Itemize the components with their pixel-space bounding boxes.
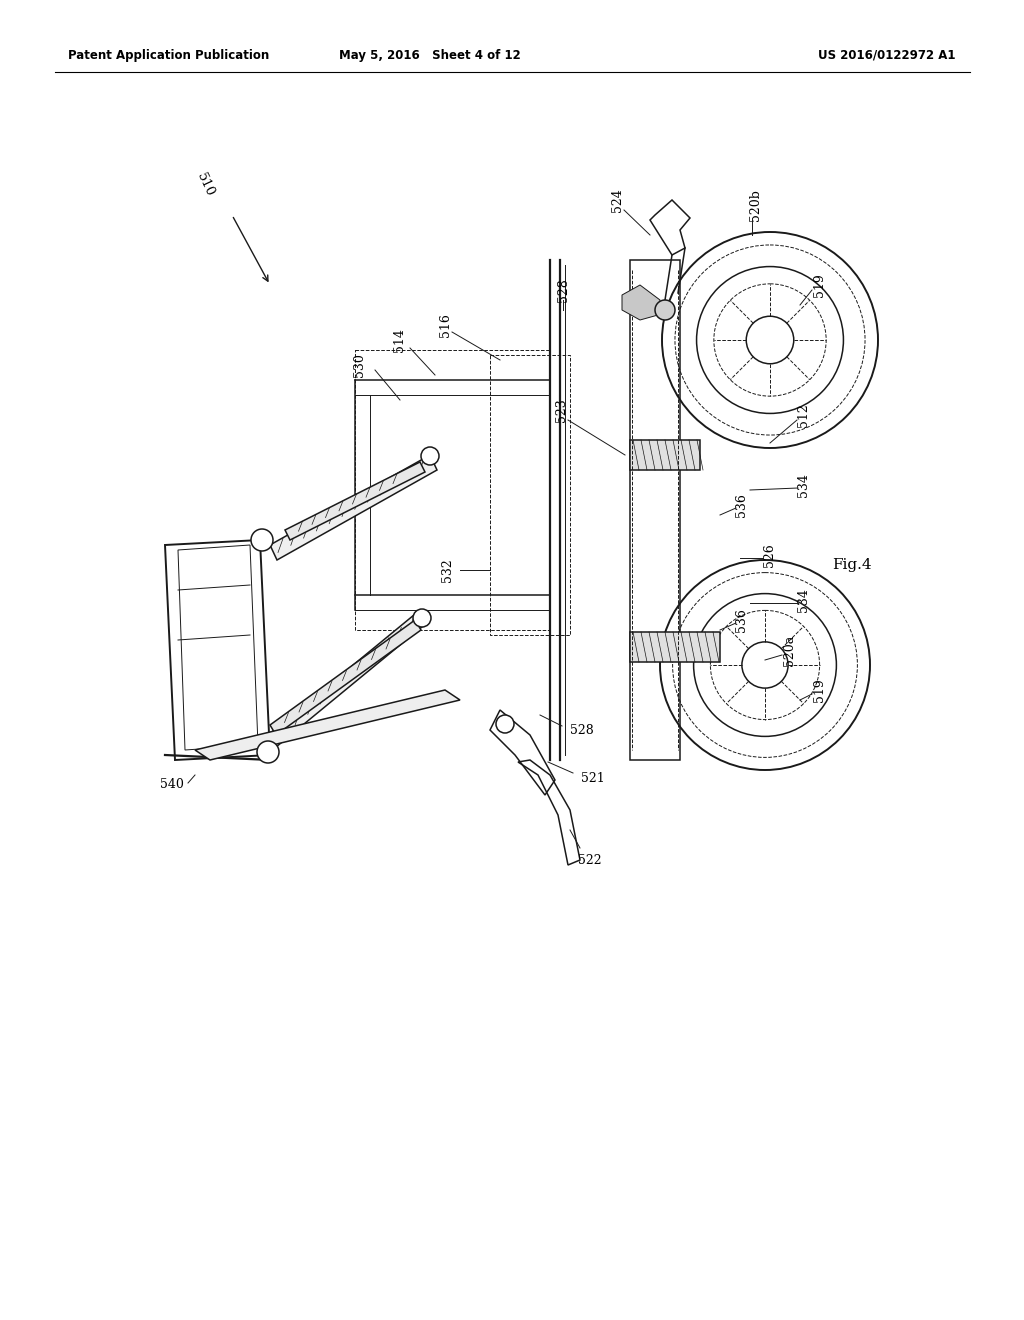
Bar [490, 355, 570, 635]
Text: 521: 521 [582, 771, 605, 784]
Text: 522: 522 [579, 854, 602, 866]
Text: 520b: 520b [750, 189, 763, 220]
Text: 532: 532 [440, 558, 454, 582]
Bar [355, 350, 550, 630]
Text: 526: 526 [763, 543, 775, 566]
Text: US 2016/0122972 A1: US 2016/0122972 A1 [817, 49, 955, 62]
Polygon shape [630, 440, 700, 470]
Polygon shape [622, 285, 660, 319]
Circle shape [496, 715, 514, 733]
Circle shape [257, 741, 279, 763]
Text: May 5, 2016   Sheet 4 of 12: May 5, 2016 Sheet 4 of 12 [339, 49, 521, 62]
Circle shape [421, 447, 439, 465]
Text: 534: 534 [798, 589, 811, 612]
Text: 536: 536 [735, 494, 749, 517]
Polygon shape [285, 462, 425, 540]
Polygon shape [270, 620, 421, 735]
Text: 524: 524 [611, 189, 625, 213]
Text: 536: 536 [735, 609, 749, 632]
Polygon shape [630, 632, 720, 663]
Text: 519: 519 [813, 678, 826, 702]
Text: 510: 510 [194, 170, 216, 199]
Text: 512: 512 [798, 403, 811, 426]
Text: Patent Application Publication: Patent Application Publication [68, 49, 269, 62]
Text: 514: 514 [393, 329, 407, 352]
Text: Fig.4: Fig.4 [833, 558, 871, 572]
Polygon shape [270, 455, 437, 560]
Text: 540: 540 [160, 779, 184, 792]
Text: 528: 528 [570, 723, 594, 737]
Polygon shape [262, 610, 428, 752]
Polygon shape [195, 690, 460, 760]
Text: 520a: 520a [783, 635, 797, 665]
Circle shape [413, 609, 431, 627]
Text: 523: 523 [555, 399, 568, 422]
Text: 534: 534 [798, 473, 811, 496]
Circle shape [655, 300, 675, 319]
Text: 528: 528 [556, 279, 569, 302]
Circle shape [251, 529, 273, 550]
Text: 530: 530 [353, 352, 367, 378]
Bar [630, 260, 680, 760]
Text: 516: 516 [438, 313, 452, 337]
Text: 519: 519 [813, 273, 826, 297]
